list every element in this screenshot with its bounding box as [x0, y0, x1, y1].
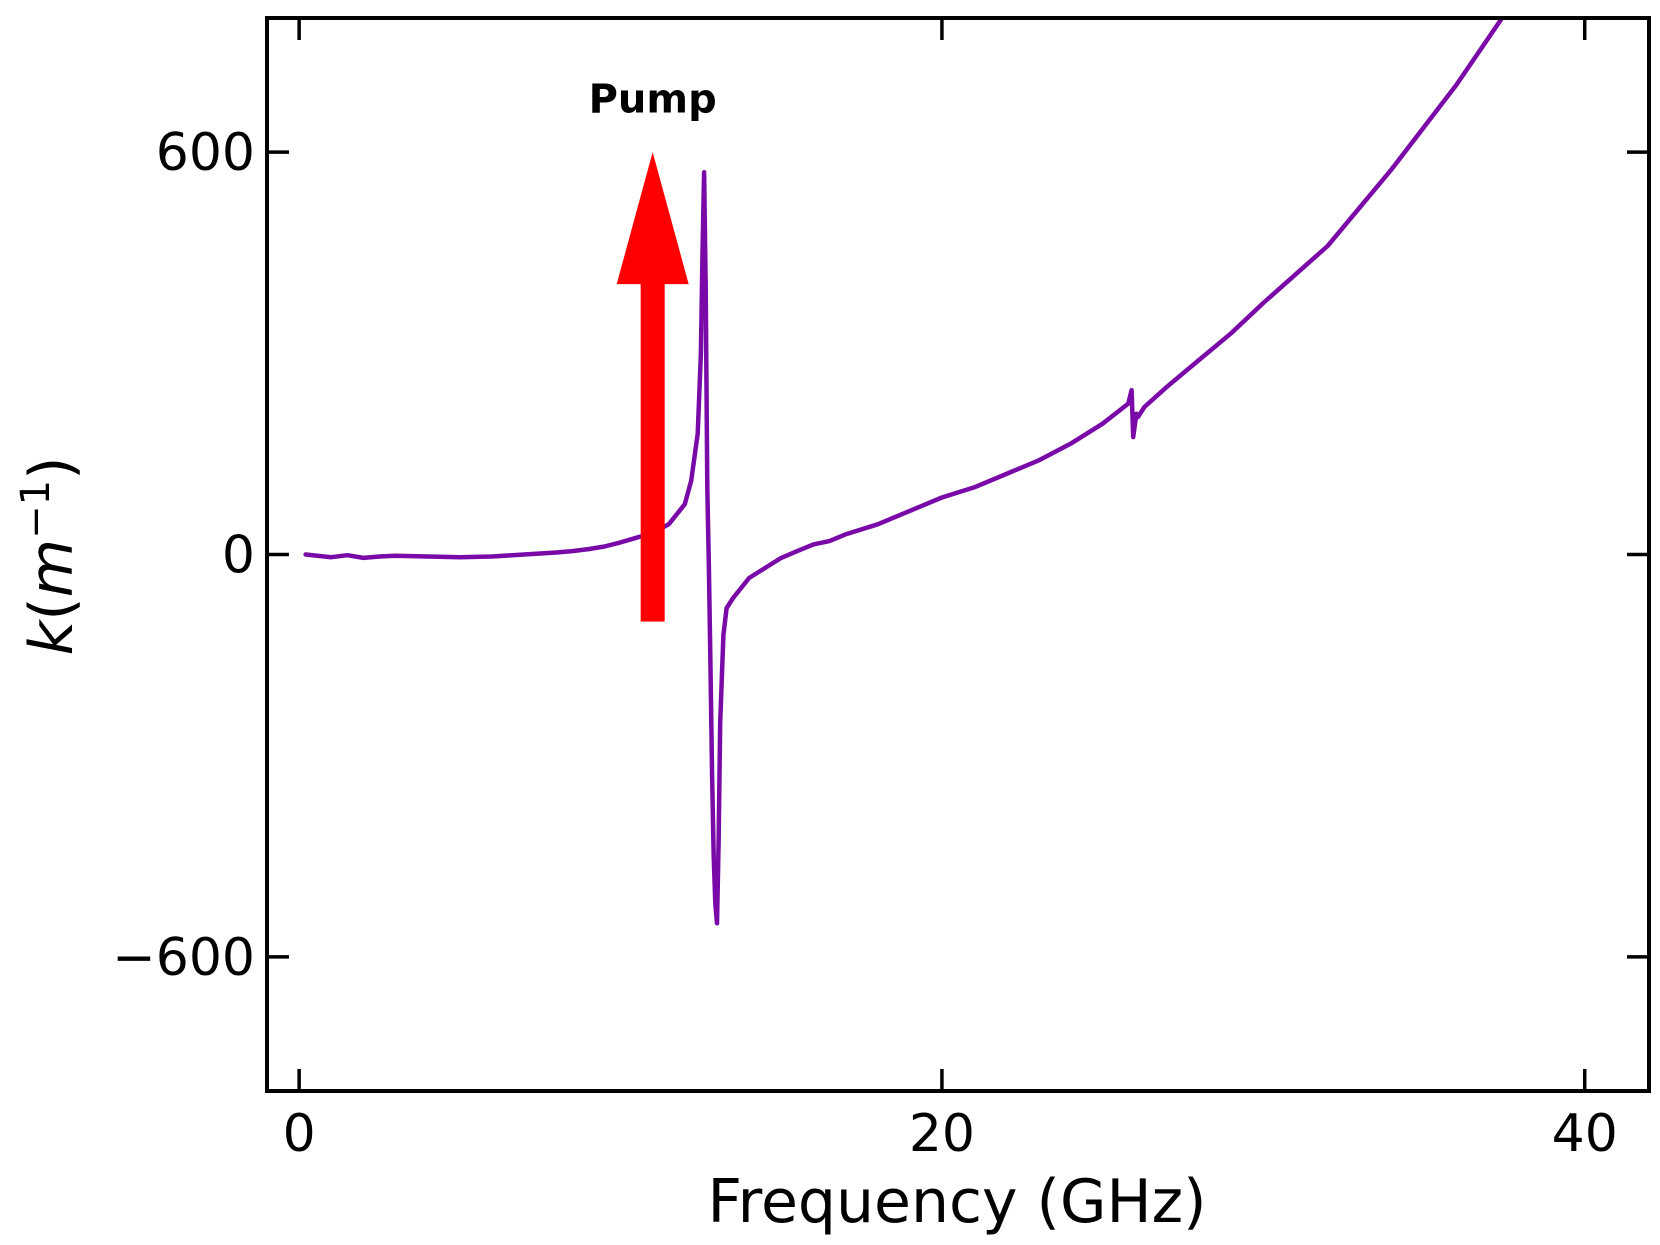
y-tick-label: 0 [222, 526, 255, 586]
y-axis-title-unit: m [17, 539, 87, 597]
y-axis-title-exponent: −1 [13, 480, 59, 539]
plot-frame [265, 16, 1651, 1093]
y-axis-title-base: k [17, 619, 87, 656]
y-axis-title: k(m−1) [13, 456, 87, 655]
pump-label: Pump [589, 76, 717, 122]
x-axis-title: Frequency (GHz) [708, 1167, 1207, 1237]
series-line-0 [303, 18, 1505, 926]
x-tick-label: 40 [1552, 1104, 1618, 1164]
x-tick-label: 0 [283, 1104, 316, 1164]
pump-arrow-shaft [640, 283, 665, 622]
tick-layer: 0 20 40 −600 0 600 [112, 18, 1649, 1164]
pump-arrow-head [616, 152, 689, 285]
y-axis-title-open: ( [17, 597, 87, 620]
y-tick-label: −600 [112, 928, 255, 988]
y-axis-title-close: ) [17, 456, 87, 479]
annotation-layer: Pump [589, 76, 717, 622]
series-layer [303, 18, 1505, 926]
y-tick-label: 600 [156, 123, 255, 183]
x-tick-label: 20 [909, 1104, 975, 1164]
